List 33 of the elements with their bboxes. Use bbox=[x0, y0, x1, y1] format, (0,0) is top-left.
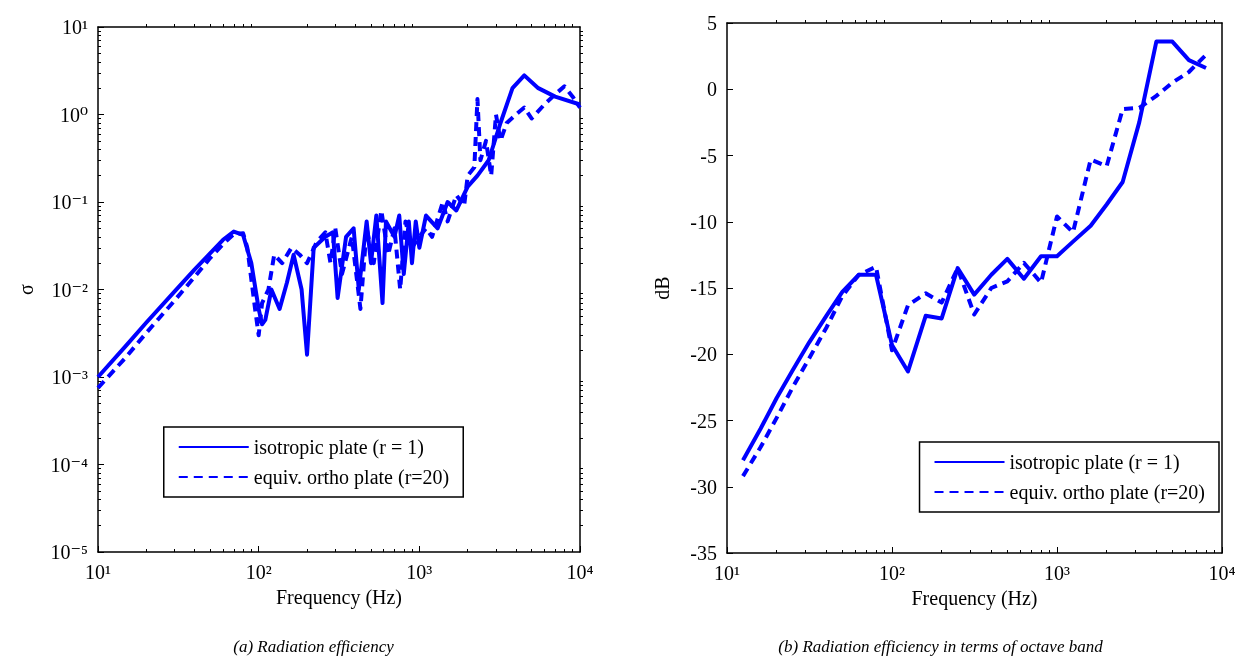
y-axis-title: dB bbox=[651, 276, 673, 300]
x-tick-label: 10² bbox=[879, 562, 905, 584]
text: (a) Radiation efficiency bbox=[233, 637, 395, 656]
y-axis-title: σ bbox=[15, 283, 37, 295]
x-tick-label: 10³ bbox=[1044, 562, 1070, 584]
y-tick-label: 5 bbox=[707, 12, 717, 34]
y-tick-label: 10¹ bbox=[62, 16, 88, 38]
y-tick-label: 10⁻⁵ bbox=[50, 541, 88, 563]
x-axis-title: Frequency (Hz) bbox=[275, 585, 403, 609]
y-tick-label: 10⁻² bbox=[51, 278, 88, 301]
y-tick-label: 10⁻³ bbox=[51, 366, 88, 388]
y-tick-label: -5 bbox=[700, 144, 717, 167]
legend-label: isotropic plate (r = 1) bbox=[253, 436, 424, 459]
x-tick-label: 10⁴ bbox=[1208, 562, 1236, 584]
y-tick-label: 10⁻⁴ bbox=[50, 453, 89, 476]
y-tick-label: -15 bbox=[690, 277, 717, 299]
x-tick-label: 10³ bbox=[406, 561, 433, 583]
text: (b) Radiation efficiency in terms of octave band bbox=[778, 637, 1104, 656]
y-tick-label: 10⁻¹ bbox=[51, 191, 88, 213]
y-tick-label: -30 bbox=[690, 475, 717, 498]
legend-label: equiv. ortho plate (r=20) bbox=[253, 466, 450, 489]
x-tick-label: 10¹ bbox=[85, 561, 111, 583]
y-tick-label: 0 bbox=[707, 78, 717, 101]
x-axis-title: Frequency (Hz) bbox=[911, 586, 1038, 610]
y-tick-label: 10⁰ bbox=[59, 103, 88, 126]
y-tick-label: -25 bbox=[690, 409, 717, 432]
legend-label: isotropic plate (r = 1) bbox=[1009, 451, 1180, 474]
y-tick-label: -35 bbox=[690, 542, 717, 564]
x-tick-label: 10⁴ bbox=[566, 561, 594, 583]
x-tick-label: 10² bbox=[245, 561, 272, 583]
legend-label: equiv. ortho plate (r=20) bbox=[1009, 481, 1206, 504]
y-tick-label: -20 bbox=[690, 343, 717, 366]
y-tick-label: -10 bbox=[690, 210, 717, 233]
